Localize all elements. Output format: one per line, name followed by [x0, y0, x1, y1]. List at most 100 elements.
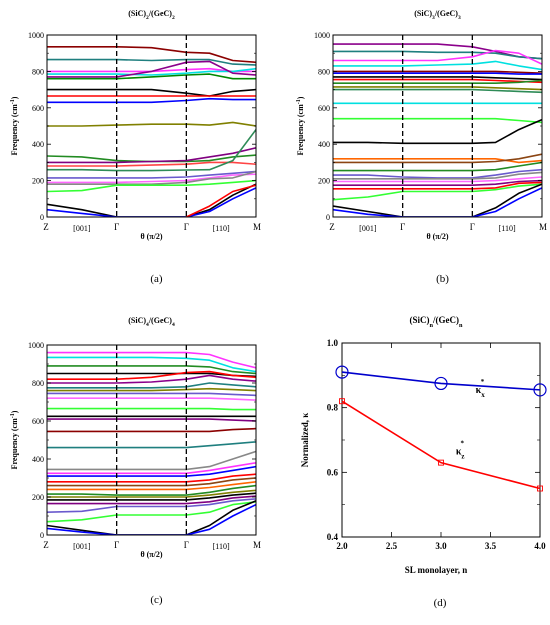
- band-line: [47, 88, 256, 97]
- band-line: [47, 46, 256, 64]
- band-line: [47, 382, 256, 389]
- y-tick-label: 200: [318, 177, 330, 186]
- band-line: [47, 481, 256, 491]
- kappa-panel: (SiC)n/(GeC)n 0.4 0.6 0.8 1.0 2.0 2.5 3.0 3.5 4.0…: [300, 315, 547, 609]
- band-line: [47, 495, 256, 505]
- band-line: [333, 176, 542, 183]
- segment-label: [110]: [499, 224, 516, 233]
- series-label: κz*: [456, 440, 465, 461]
- band-line: [47, 374, 256, 384]
- x-axis-label: θ (π/2): [140, 232, 162, 241]
- band-line: [47, 365, 256, 375]
- band-line: [333, 78, 542, 84]
- y-axis-label: Frequency (cm-1): [296, 96, 305, 155]
- band-line: [47, 418, 256, 422]
- band-lines: [47, 46, 256, 217]
- band-line: [47, 147, 256, 164]
- panel-label: (c): [150, 594, 163, 606]
- band-line: [47, 154, 256, 163]
- band-line: [47, 503, 256, 535]
- band-line: [47, 498, 256, 513]
- band-line: [47, 351, 256, 369]
- panel-title: (SiC)n/(GeC)n: [409, 315, 463, 329]
- band-line: [47, 170, 256, 179]
- band-line: [333, 161, 542, 172]
- band-line: [47, 187, 256, 217]
- y-tick-label: 800: [32, 67, 44, 76]
- y-axis-label: Normalized, κ: [300, 413, 310, 467]
- band-line: [333, 70, 542, 74]
- series-line: [341, 371, 541, 391]
- x-tick-label: 2.0: [336, 541, 348, 551]
- band-line: [333, 60, 542, 71]
- band-line: [333, 187, 542, 217]
- band-line: [333, 179, 542, 186]
- data-point: [537, 485, 543, 492]
- band-line: [47, 58, 256, 66]
- series-line: [341, 400, 541, 490]
- band-line: [47, 450, 256, 471]
- panel-title: (SiC)4/(GeC)4: [128, 316, 175, 328]
- plot-frame: [341, 342, 541, 538]
- band-line: [333, 86, 542, 91]
- data-point: [339, 398, 345, 405]
- band-line: [333, 183, 542, 217]
- panel-title: (SiC)3/(GeC)3: [414, 9, 461, 21]
- data-point: [335, 365, 349, 379]
- band-line: [47, 170, 256, 185]
- point-label: Γ: [184, 222, 189, 232]
- point-label: Z: [43, 222, 49, 232]
- y-tick-label: 600: [32, 104, 44, 113]
- y-tick-label: 600: [318, 104, 330, 113]
- band-line: [47, 492, 256, 501]
- band-line: [47, 73, 256, 80]
- panel-title: (SiC)2/(GeC)2: [128, 9, 175, 21]
- y-tick-label: 400: [32, 455, 44, 464]
- band-line: [47, 356, 256, 373]
- band-panel-1: (SiC)2/(GeC)2 0 200 400 600 800 1000 Frequency …: [10, 9, 261, 285]
- band-line: [333, 49, 542, 65]
- band-line: [333, 158, 542, 164]
- band-line: [333, 50, 542, 60]
- plot-frame: [332, 34, 543, 218]
- y-axis-label: Frequency (cm-1): [10, 410, 19, 469]
- band-line: [333, 88, 542, 94]
- point-label: Γ: [400, 222, 405, 232]
- x-tick-label: 3.5: [485, 541, 497, 551]
- segment-label: [001]: [359, 224, 377, 233]
- y-tick-label: 800: [318, 67, 330, 76]
- band-line: [333, 79, 542, 84]
- point-label: M: [253, 540, 261, 550]
- band-line: [333, 183, 542, 201]
- y-tick-label: 400: [32, 140, 44, 149]
- band-line: [333, 117, 542, 124]
- band-line: [333, 171, 542, 180]
- y-tick-label: 0: [40, 213, 44, 222]
- segment-label: [001]: [73, 542, 91, 551]
- y-axis-label: Frequency (cm-1): [10, 96, 19, 155]
- x-tick-label: 3.0: [435, 541, 447, 551]
- point-label: M: [539, 222, 547, 232]
- band-line: [47, 484, 256, 496]
- y-tick-label: 800: [32, 379, 44, 388]
- x-axis-label: SL monolayer, n: [405, 565, 467, 575]
- y-tick-label: 600: [32, 417, 44, 426]
- point-label: Z: [329, 222, 335, 232]
- x-tick-label: 2.5: [386, 541, 398, 551]
- band-line: [47, 477, 256, 487]
- band-line: [47, 441, 256, 449]
- y-tick-label: 1000: [28, 341, 44, 350]
- point-label: Z: [43, 540, 49, 550]
- band-line: [47, 465, 256, 477]
- panel-label: (d): [434, 597, 447, 609]
- band-line: [333, 153, 542, 164]
- band-line: [47, 500, 256, 535]
- point-label: Γ: [114, 222, 119, 232]
- x-axis-label: θ (π/2): [426, 232, 448, 241]
- y-tick-label: 1000: [314, 31, 330, 40]
- band-line: [47, 370, 256, 380]
- y-tick-label: 0.6: [327, 467, 339, 477]
- point-label: Γ: [470, 222, 475, 232]
- panel-label: (a): [150, 273, 163, 285]
